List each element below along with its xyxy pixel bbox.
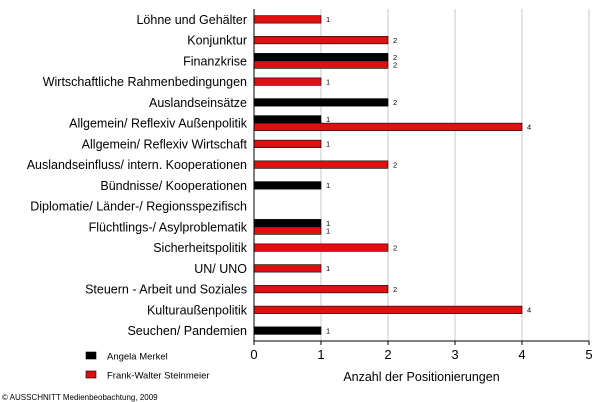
category-label: Auslandseinfluss/ intern. Kooperationen	[27, 158, 247, 172]
category-label: Diplomatie/ Länder-/ Regionsspezifisch	[30, 200, 247, 214]
bar-value-label: 1	[326, 219, 330, 228]
legend-swatch	[85, 351, 97, 360]
category-label: UN/ UNO	[194, 262, 247, 276]
x-tick-label: 3	[451, 347, 458, 362]
bar	[253, 98, 389, 107]
bar	[253, 77, 322, 86]
bar	[253, 115, 322, 124]
bar-value-label: 1	[326, 77, 330, 86]
bar	[253, 226, 322, 235]
bar	[253, 305, 523, 314]
bar-value-label: 1	[326, 181, 330, 190]
bar	[253, 285, 389, 294]
bar-value-label: 1	[326, 115, 330, 124]
category-labels-group: Löhne und Gehälter Konjunktur Finanzkrise W…	[27, 13, 248, 338]
bar	[253, 15, 322, 24]
bar	[253, 219, 322, 228]
category-label: Sicherheitspolitik	[153, 241, 248, 255]
x-axis-title: Anzahl der Positionierungen	[343, 370, 499, 384]
bar	[253, 36, 389, 45]
x-tick-label: 5	[585, 347, 592, 362]
bar	[253, 53, 389, 62]
category-label: Konjunktur	[187, 34, 247, 48]
x-tick-label: 4	[518, 347, 525, 362]
bar-value-label: 1	[326, 15, 330, 24]
bar	[253, 264, 322, 273]
bars-group	[253, 15, 523, 335]
copyright-notice: © AUSSCHNITT Medienbeobachtung, 2009	[2, 393, 158, 402]
bar	[253, 122, 523, 131]
bar-value-label: 1	[326, 226, 330, 235]
x-tick-labels-group: 0 1 2 3 4 5	[250, 347, 592, 362]
bar	[253, 160, 389, 169]
bar-value-label: 2	[393, 53, 397, 62]
bar-value-label: 1	[326, 140, 330, 149]
category-label: Löhne und Gehälter	[136, 13, 247, 27]
bar	[253, 60, 389, 69]
category-label: Allgemein/ Reflexiv Wirtschaft	[82, 137, 248, 151]
category-label: Auslandseinsätze	[149, 96, 247, 110]
axes-group	[253, 9, 590, 345]
legend-swatch	[85, 370, 97, 379]
legend-label: Frank-Walter Steinmeier	[107, 371, 210, 382]
bar-value-label: 2	[393, 98, 397, 107]
bar	[253, 243, 389, 252]
bar-value-label: 4	[527, 306, 531, 315]
bar-value-label: 2	[393, 285, 397, 294]
category-label: Seuchen/ Pandemien	[127, 324, 247, 338]
x-tick-label: 1	[317, 347, 324, 362]
bar-value-label: 4	[527, 123, 531, 132]
bar	[253, 139, 322, 148]
bar-value-label: 1	[326, 326, 330, 335]
category-label: Finanzkrise	[183, 54, 247, 68]
bar-value-label: 2	[393, 243, 397, 252]
bar	[253, 326, 322, 335]
x-tick-label: 2	[384, 347, 391, 362]
category-label: Kulturaußenpolitik	[147, 303, 248, 317]
x-tick-label: 0	[250, 347, 257, 362]
category-label: Steuern - Arbeit und Soziales	[85, 283, 247, 297]
category-label: Allgemein/ Reflexiv Außenpolitik	[69, 117, 248, 131]
legend-label: Angela Merkel	[107, 352, 168, 363]
category-label: Flüchtlings-/ Asylproblematik	[89, 220, 248, 234]
bar-value-label: 2	[393, 60, 397, 69]
bar-value-label: 2	[393, 36, 397, 45]
bar-value-label: 2	[393, 160, 397, 169]
category-label: Wirtschaftliche Rahmenbedingungen	[43, 75, 247, 89]
bar-value-label: 1	[326, 264, 330, 273]
bar	[253, 181, 322, 190]
category-label: Bündnisse/ Kooperationen	[100, 179, 247, 193]
legend: Angela Merkel Frank-Walter Steinmeier	[85, 351, 210, 382]
